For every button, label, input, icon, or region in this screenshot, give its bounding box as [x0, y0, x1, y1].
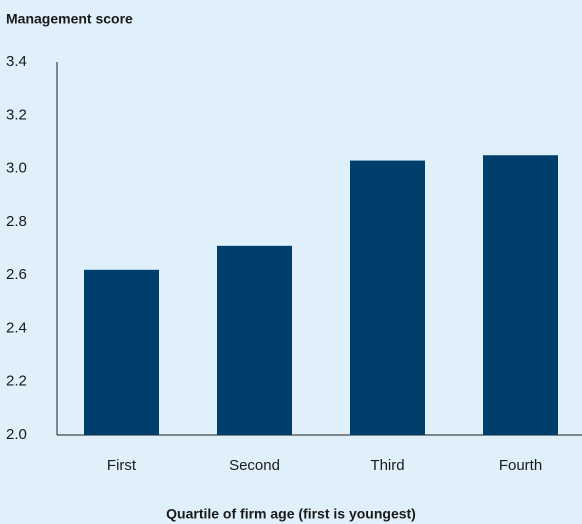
y-tick-label: 2.0 — [6, 426, 27, 443]
chart-title: Management score — [6, 11, 133, 27]
bar — [483, 155, 558, 435]
y-tick-label: 2.8 — [6, 213, 27, 230]
y-tick-label: 3.2 — [6, 106, 27, 123]
y-tick-label: 2.4 — [6, 319, 27, 336]
y-tick-label: 3.4 — [6, 53, 27, 70]
x-tick-label: Third — [370, 457, 404, 474]
x-tick-label: Second — [229, 457, 280, 474]
bar — [217, 245, 292, 435]
x-tick-label: Fourth — [499, 457, 542, 474]
x-tick-label: First — [107, 457, 137, 474]
bar — [84, 269, 159, 435]
y-tick-label: 2.6 — [6, 266, 27, 283]
x-axis-label: Quartile of firm age (first is youngest) — [166, 506, 416, 522]
y-tick-label: 3.0 — [6, 160, 27, 177]
bar — [350, 160, 425, 436]
y-tick-label: 2.2 — [6, 373, 27, 390]
